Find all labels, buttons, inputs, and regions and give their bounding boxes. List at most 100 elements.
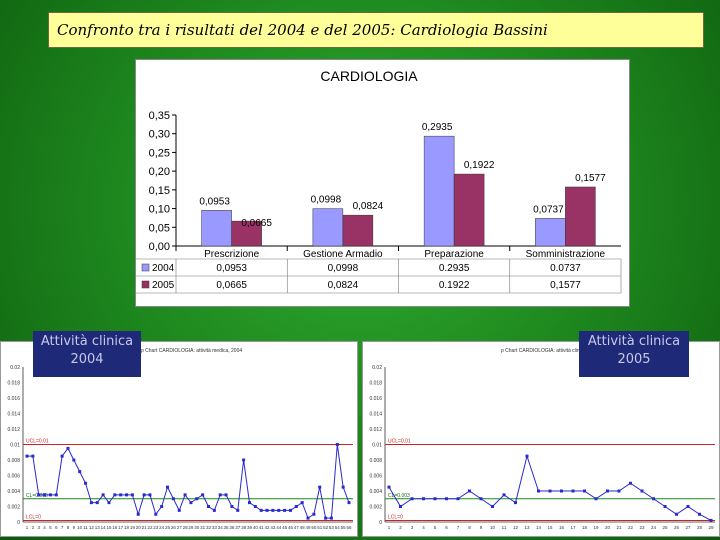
ctrl-x-tick-label: 23 — [639, 525, 645, 530]
ctrl-y-tick-label: 0.004 — [7, 489, 20, 495]
table-cell: 0.1922 — [439, 280, 470, 291]
ctrl-point — [709, 518, 713, 522]
ctrl-point — [224, 493, 228, 497]
ctrl-x-tick-label: 29 — [708, 525, 714, 530]
ctrl-x-tick-label: 24 — [651, 525, 657, 530]
ctrl-point — [341, 485, 345, 489]
ctrl-x-tick-label: 1 — [388, 525, 391, 530]
ctrl-x-tick-label: 56 — [346, 525, 352, 530]
control-chart-2005-svg: p Chart CARDIOLOGIA: attività clinica, 2… — [369, 348, 715, 530]
ctrl-x-tick-label: 2 — [399, 525, 402, 530]
ctrl-x-tick-label: 49 — [306, 525, 312, 530]
ctrl-x-tick-label: 26 — [171, 525, 177, 530]
ctrl-point — [410, 497, 414, 501]
ctrl-point — [277, 508, 281, 512]
ctrl-point — [101, 493, 105, 497]
ctrl-point — [312, 512, 316, 516]
bar-2004-0 — [201, 210, 232, 247]
ctrl-x-tick-label: 44 — [276, 525, 282, 530]
y-tick-label: 0,20 — [149, 166, 170, 178]
ctrl-x-tick-label: 29 — [188, 525, 194, 530]
ctrl-point — [571, 489, 575, 493]
ctrl-point — [294, 505, 298, 508]
ctrl-point — [160, 505, 164, 508]
ctrl-point — [300, 501, 304, 505]
ctrl-point — [445, 497, 448, 501]
ctrl-y-tick-label: 0.01 — [372, 443, 382, 449]
lcl-label: LCL=0 — [26, 514, 41, 520]
ctrl-point — [195, 497, 199, 501]
ctrl-point — [537, 489, 540, 493]
ctrl-point — [663, 505, 667, 508]
ctrl-y-tick-label: 0.002 — [7, 505, 20, 511]
control-chart-2004-svg: p Chart CARDIOLOGIA: attività medica, 20… — [7, 348, 353, 530]
bar-data-label: 0,2935 — [422, 122, 453, 133]
ctrl-x-tick-label: 23 — [153, 525, 159, 530]
ctrl-point — [148, 493, 152, 497]
ctrl-point — [347, 501, 351, 505]
ctrl-point — [72, 458, 76, 462]
ctrl-x-tick-label: 21 — [142, 525, 148, 530]
ctrl-y-tick-label: 0 — [379, 520, 382, 526]
ctrl-y-tick-label: 0.014 — [7, 412, 20, 418]
bar-chart-title: CARDIOLOGIA — [320, 68, 418, 84]
bar-2004-1 — [312, 208, 344, 247]
ctrl-x-tick-label: 20 — [605, 525, 611, 530]
ctrl-x-tick-label: 11 — [83, 525, 88, 530]
ctrl-x-tick-label: 16 — [112, 525, 118, 530]
ctrl-point — [166, 485, 170, 489]
ctrl-point — [177, 508, 181, 512]
bar-data-label: 0,0665 — [241, 218, 272, 229]
ctrl-x-tick-label: 17 — [118, 525, 124, 530]
bar-data-label: 0,0824 — [353, 201, 384, 212]
ctrl-point — [548, 489, 552, 493]
ctrl-point — [60, 454, 64, 458]
ctrl-x-tick-label: 41 — [259, 525, 265, 530]
ctrl-x-tick-label: 21 — [616, 525, 622, 530]
ctrl-point — [306, 516, 310, 520]
ctrl-y-tick-label: 0.002 — [369, 505, 382, 511]
ctrl-point — [629, 481, 632, 485]
legend-label: 2005 — [152, 280, 175, 291]
ctrl-point — [387, 485, 391, 489]
y-tick-label: 0,05 — [149, 222, 170, 234]
ctrl-point — [54, 493, 58, 497]
ctrl-x-tick-label: 28 — [183, 525, 189, 530]
bar-2005-1 — [342, 214, 374, 247]
slide-title: Confronto tra i risultati del 2004 e del… — [48, 12, 704, 48]
ctrl-y-tick-label: 0.016 — [369, 396, 382, 402]
ctrl-x-tick-label: 37 — [235, 525, 241, 530]
label-attivita-2005: Attività clinica 2005 — [579, 331, 689, 377]
ctrl-x-tick-label: 54 — [335, 525, 341, 530]
ucl-label: UCL=0.01 — [388, 439, 411, 445]
ctrl-y-tick-label: 0.014 — [369, 412, 382, 418]
ctrl-x-tick-label: 10 — [490, 525, 496, 530]
ctrl-point — [525, 454, 529, 458]
ctrl-x-tick-label: 55 — [341, 525, 347, 530]
control-chart-title: p Chart CARDIOLOGIA: attività medica, 20… — [141, 348, 242, 354]
ctrl-x-tick-label: 14 — [101, 525, 107, 530]
ctrl-x-tick-label: 42 — [265, 525, 271, 530]
table-cell: 0,0665 — [216, 280, 247, 291]
ctrl-y-tick-label: 0.02 — [10, 365, 20, 371]
ctrl-x-tick-label: 51 — [317, 525, 323, 530]
ctrl-x-tick-label: 19 — [130, 525, 136, 530]
y-tick-label: 0,10 — [149, 204, 170, 216]
ctrl-point — [183, 493, 187, 497]
ctrl-x-tick-label: 8 — [67, 525, 70, 530]
ctrl-point — [31, 454, 35, 458]
ctrl-x-tick-label: 22 — [147, 525, 153, 530]
ctrl-y-tick-label: 0.01 — [10, 443, 20, 449]
ctrl-point — [640, 489, 644, 493]
ctrl-point — [89, 501, 93, 505]
ctrl-x-tick-label: 19 — [593, 525, 599, 530]
ctrl-x-tick-label: 12 — [89, 525, 95, 530]
legend-swatch-2005 — [141, 280, 150, 289]
ctrl-x-tick-label: 36 — [229, 525, 235, 530]
legend-label: 2004 — [152, 263, 175, 274]
ctrl-point — [95, 501, 99, 505]
ctrl-x-tick-label: 4 — [43, 525, 46, 530]
ctrl-point — [247, 501, 251, 505]
ctrl-x-tick-label: 6 — [55, 525, 58, 530]
ctrl-point — [288, 508, 292, 512]
